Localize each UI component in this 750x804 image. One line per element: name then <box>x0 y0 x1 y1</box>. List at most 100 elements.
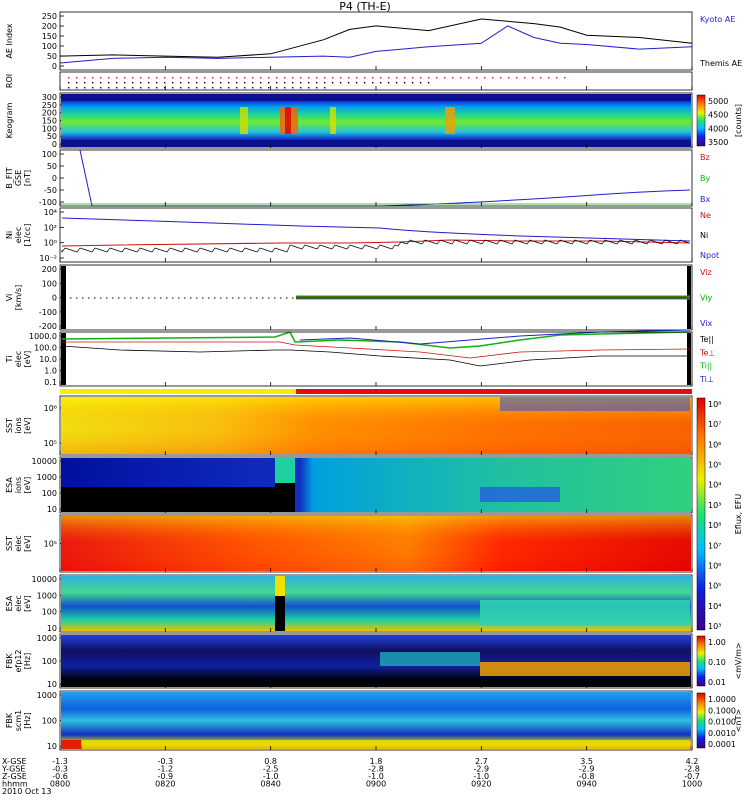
roi-dot <box>212 77 214 79</box>
roi-dot <box>132 82 134 84</box>
roi-dot <box>84 77 86 79</box>
roi-dot <box>188 82 190 84</box>
vi-dot <box>280 297 282 299</box>
roi-dot <box>412 77 414 79</box>
ni-tick-3: 10⁻² <box>39 254 57 263</box>
fbk2-cbtick-2: 0.0100 <box>708 718 736 727</box>
vi-vix <box>296 297 690 299</box>
roi-dot <box>196 82 198 84</box>
ti-ylabel-1: elec <box>14 351 23 367</box>
fbk2-ylabel-0: FBK <box>5 712 14 728</box>
fbk1-band <box>480 662 690 676</box>
fbk1-ylabel-0: FBK <box>5 653 14 669</box>
fbk1-body <box>61 635 691 687</box>
ti-legend-1: Te⊥ <box>699 348 715 357</box>
vi-dot <box>208 297 210 299</box>
roi-dot <box>252 77 254 79</box>
ssti-ylabel-2: [eV] <box>23 417 32 434</box>
roi-dot <box>108 82 110 84</box>
roi-dot <box>100 87 102 89</box>
roi-dot <box>380 82 382 84</box>
roi-dot <box>484 77 486 79</box>
bfit-legend-2: Bx <box>700 195 710 204</box>
roi-dot <box>204 77 206 79</box>
roi-dot <box>196 87 198 89</box>
roi-dot <box>68 82 70 84</box>
fbk2-tick-0: 1000 <box>37 691 57 700</box>
keo-cbtick-0: 5000 <box>708 97 728 106</box>
keo-tick-0: 300 <box>42 93 57 102</box>
vi-dot <box>130 297 132 299</box>
ssti-ylabel-0: SST <box>5 418 14 433</box>
roi-dot <box>260 77 262 79</box>
vi-dot <box>82 297 84 299</box>
footer-row-label-2: Z-GSE <box>2 772 27 781</box>
esae-gap-top <box>275 576 285 596</box>
ssti-ylabel-1: ions <box>14 417 23 433</box>
fbk1-cbtick-1: 0.10 <box>708 658 726 667</box>
roi-dot <box>564 77 566 79</box>
fbk2-red <box>61 740 81 749</box>
bfit-ylabel-0: B_FIT <box>5 167 14 188</box>
eflux-cbtick-8: 10⁶ <box>708 561 721 570</box>
vi-dot <box>226 297 228 299</box>
roi-dot <box>284 77 286 79</box>
roi-dot <box>372 77 374 79</box>
roi-dot <box>204 82 206 84</box>
ni-tick-2: 10⁰ <box>44 239 57 248</box>
roi-dot <box>268 82 270 84</box>
ae-tick-5: 0 <box>52 62 57 71</box>
vi-dot <box>292 297 294 299</box>
roi-dot <box>180 77 182 79</box>
fbk1-ylabel-2: [Hz] <box>23 653 32 669</box>
roi-dot <box>556 77 558 79</box>
vi-dot <box>274 297 276 299</box>
footer-value-6-z: -0.7 <box>684 772 700 781</box>
footer-value-2-z: -1.0 <box>263 772 279 781</box>
fbk2-cbtick-0: 1.0000 <box>708 695 736 704</box>
vi-tick-1: 100 <box>42 279 57 288</box>
fbk2-cbtick-4: 0.0001 <box>708 740 736 749</box>
fbk2-tick-2: 10 <box>47 742 57 751</box>
keo-tick-6: 0 <box>52 140 57 149</box>
fbk2-cbtick-1: 0.1000 <box>708 706 736 715</box>
roi-dot <box>412 82 414 84</box>
esai-tick-1: 1000 <box>37 473 57 482</box>
roi-dot <box>132 77 134 79</box>
vi-dot <box>124 297 126 299</box>
roi-dot <box>372 82 374 84</box>
ssti-tick-1: 10⁵ <box>44 439 57 448</box>
roi-ylabel-0: ROI <box>5 74 14 88</box>
fbk2-cblabel: <nT> <box>734 709 743 732</box>
roi-dot <box>180 87 182 89</box>
roi-dot <box>284 87 286 89</box>
ni-tick-1: 10² <box>44 223 57 232</box>
keogram-top <box>61 94 691 101</box>
fbk1-ylabel-1: efp12 <box>14 650 23 673</box>
fbk2-tick-1: 100 <box>42 717 57 726</box>
roi-dot <box>252 82 254 84</box>
vi-dot <box>232 297 234 299</box>
roi-dot <box>100 82 102 84</box>
roi-dot <box>516 77 518 79</box>
roi-dot <box>244 77 246 79</box>
footer-value-1-y: -1.2 <box>158 765 174 774</box>
keogram-burst-1 <box>285 107 291 134</box>
esae-ylabel-2: [eV] <box>23 595 32 612</box>
roi-dot <box>228 77 230 79</box>
roi-dot <box>244 87 246 89</box>
fbk2-ylabel-1: scm1 <box>14 710 23 731</box>
footer-value-1-z: -0.9 <box>158 772 174 781</box>
roi-dot <box>252 87 254 89</box>
roi-dot <box>308 77 310 79</box>
footer-value-3-t: 0900 <box>366 780 386 789</box>
ti-legend-2: Ti|| <box>699 362 712 371</box>
eflux-cbtick-2: 10⁶ <box>708 440 721 449</box>
footer-value-3-x: 1.8 <box>370 757 383 766</box>
fbk1-tick-1: 100 <box>42 657 57 666</box>
fbk2-body <box>61 692 691 749</box>
ti-tick-1: 100.0 <box>34 344 57 353</box>
sste-shade <box>61 516 691 571</box>
roi-dot <box>340 82 342 84</box>
